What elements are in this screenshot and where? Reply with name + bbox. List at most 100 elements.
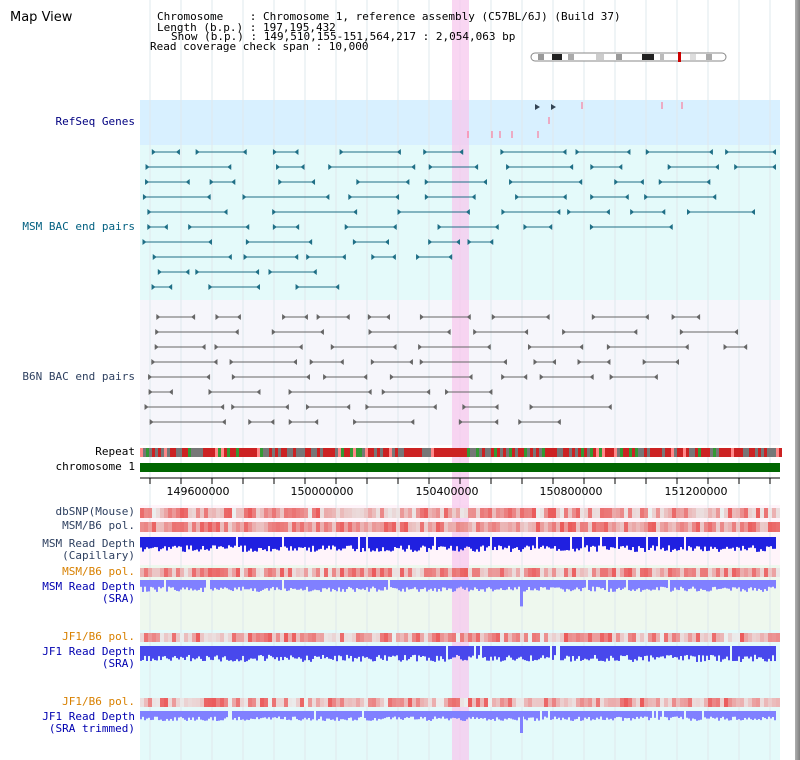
jf1-trimmed-depth-bar: [704, 711, 706, 718]
polymorphism-cell: [664, 633, 668, 642]
b6n-bac-pair: [539, 374, 544, 380]
msm-sra-depth-bar: [144, 580, 146, 587]
polymorphism-cell: [756, 698, 760, 707]
track-label-refseq[interactable]: RefSeq Genes: [55, 115, 135, 128]
polymorphism-cell: [160, 522, 164, 532]
msm-sra-depth-bar: [354, 580, 356, 592]
track-label-msm-depth-sra[interactable]: MSM Read Depth (SRA): [42, 580, 135, 605]
track-label-jf1-depth[interactable]: JF1 Read Depth (SRA): [42, 645, 135, 670]
msm-sra-depth-bar: [358, 580, 360, 590]
track-label-dbsnp[interactable]: dbSNP(Mouse): [55, 505, 135, 518]
polymorphism-cell: [288, 698, 292, 707]
jf1-depth-bar: [368, 646, 370, 659]
msm-capillary-depth-bar: [478, 537, 480, 552]
polymorphism-cell: [556, 522, 560, 532]
polymorphism-cell: [560, 522, 564, 532]
jf1-trimmed-depth-bar: [144, 711, 146, 721]
msm-sra-depth-bar: [400, 580, 402, 592]
track-label-msm-depth-capillary[interactable]: MSM Read Depth (Capillary): [42, 537, 135, 562]
msm-capillary-depth-bar: [326, 537, 328, 549]
repeat-segment: [665, 448, 668, 457]
polymorphism-cell: [744, 698, 748, 707]
msm-sra-depth-bar: [232, 580, 234, 592]
msm-sra-depth-bar: [570, 580, 572, 592]
msm-bac-pair: [515, 194, 520, 200]
msm-bac-pair: [311, 179, 316, 185]
polymorphism-cell: [516, 698, 520, 707]
polymorphism-cell: [744, 508, 748, 518]
jf1-trimmed-depth-bar: [508, 711, 510, 719]
track-label-chromosome[interactable]: chromosome 1: [55, 460, 135, 473]
b6n-bac-pair: [234, 329, 239, 335]
polymorphism-cell: [568, 568, 572, 577]
msm-sra-depth-bar: [410, 580, 412, 590]
msm-capillary-depth-bar: [742, 537, 744, 546]
msm-bac-pair: [391, 254, 396, 260]
polymorphism-cell: [696, 522, 700, 532]
repeat-segment: [545, 448, 548, 457]
b6n-bac-pair: [675, 359, 680, 365]
polymorphism-cell: [508, 508, 512, 518]
jf1-depth-bar: [220, 646, 222, 662]
repeat-segment: [254, 448, 257, 457]
track-label-msm-pol-sra[interactable]: MSM/B6 pol.: [62, 565, 135, 578]
jf1-trimmed-depth-bar: [538, 711, 540, 721]
jf1-depth-bar: [156, 646, 158, 661]
jf1-depth-bar: [748, 646, 750, 659]
msm-bac-pair: [624, 194, 629, 200]
jf1-trimmed-depth-bar: [512, 711, 514, 720]
repeat-segment: [644, 448, 647, 457]
track-label-msm-bac[interactable]: MSM BAC end pairs: [22, 220, 135, 233]
jf1-depth-bar: [418, 646, 420, 656]
track-label-jf1-pol-trimmed[interactable]: JF1/B6 pol.: [62, 695, 135, 708]
repeat-segment: [521, 448, 524, 457]
jf1-depth-bar: [542, 646, 544, 656]
polymorphism-cell: [604, 508, 608, 518]
msm-capillary-depth-bar: [320, 537, 322, 549]
track-label-msm-pol[interactable]: MSM/B6 pol.: [62, 519, 135, 532]
jf1-trimmed-depth-bar: [516, 711, 518, 721]
polymorphism-cell: [524, 568, 528, 577]
polymorphism-cell: [756, 508, 760, 518]
track-label-jf1-depth-trimmed[interactable]: JF1 Read Depth (SRA trimmed): [42, 710, 135, 735]
b6n-bac-pair: [419, 314, 424, 320]
repeat-segment: [392, 448, 395, 457]
jf1-trimmed-depth-bar: [238, 711, 240, 717]
msm-capillary-depth-bar: [150, 537, 152, 549]
msm-sra-depth-bar: [440, 580, 442, 592]
polymorphism-cell: [432, 633, 436, 642]
polymorphism-cell: [564, 568, 568, 577]
polymorphism-cell: [384, 633, 388, 642]
polymorphism-cell: [568, 508, 572, 518]
polymorphism-cell: [396, 568, 400, 577]
axis-tick-label: 150800000: [539, 485, 603, 498]
polymorphism-cell: [188, 568, 192, 577]
jf1-trimmed-depth-bar: [584, 711, 586, 718]
repeat-segment: [446, 448, 449, 457]
jf1-depth-bar: [192, 646, 194, 659]
jf1-depth-bar: [700, 646, 702, 662]
scrollbar-edge[interactable]: [795, 0, 800, 760]
polymorphism-cell: [352, 633, 356, 642]
jf1-depth-bar: [398, 646, 400, 661]
polymorphism-cell: [176, 522, 180, 532]
repeat-segment: [617, 448, 620, 457]
polymorphism-cell: [748, 698, 752, 707]
jf1-trimmed-depth-bar: [458, 711, 460, 719]
jf1-trimmed-depth-bar: [668, 711, 670, 721]
polymorphism-cell: [332, 698, 336, 707]
polymorphism-cell: [728, 633, 732, 642]
track-label-b6n-bac[interactable]: B6N BAC end pairs: [22, 370, 135, 383]
msm-sra-depth-bar: [420, 580, 422, 590]
jf1-depth-bar: [190, 646, 192, 662]
repeat-segment: [575, 448, 578, 457]
jf1-depth-bar: [230, 646, 232, 661]
track-label-repeat[interactable]: Repeat: [95, 445, 135, 458]
polymorphism-cell: [320, 633, 324, 642]
polymorphism-cell: [524, 633, 528, 642]
track-label-jf1-pol[interactable]: JF1/B6 pol.: [62, 630, 135, 643]
jf1-trimmed-depth-bar: [186, 711, 188, 721]
polymorphism-cell: [316, 508, 320, 518]
polymorphism-cell: [308, 698, 312, 707]
